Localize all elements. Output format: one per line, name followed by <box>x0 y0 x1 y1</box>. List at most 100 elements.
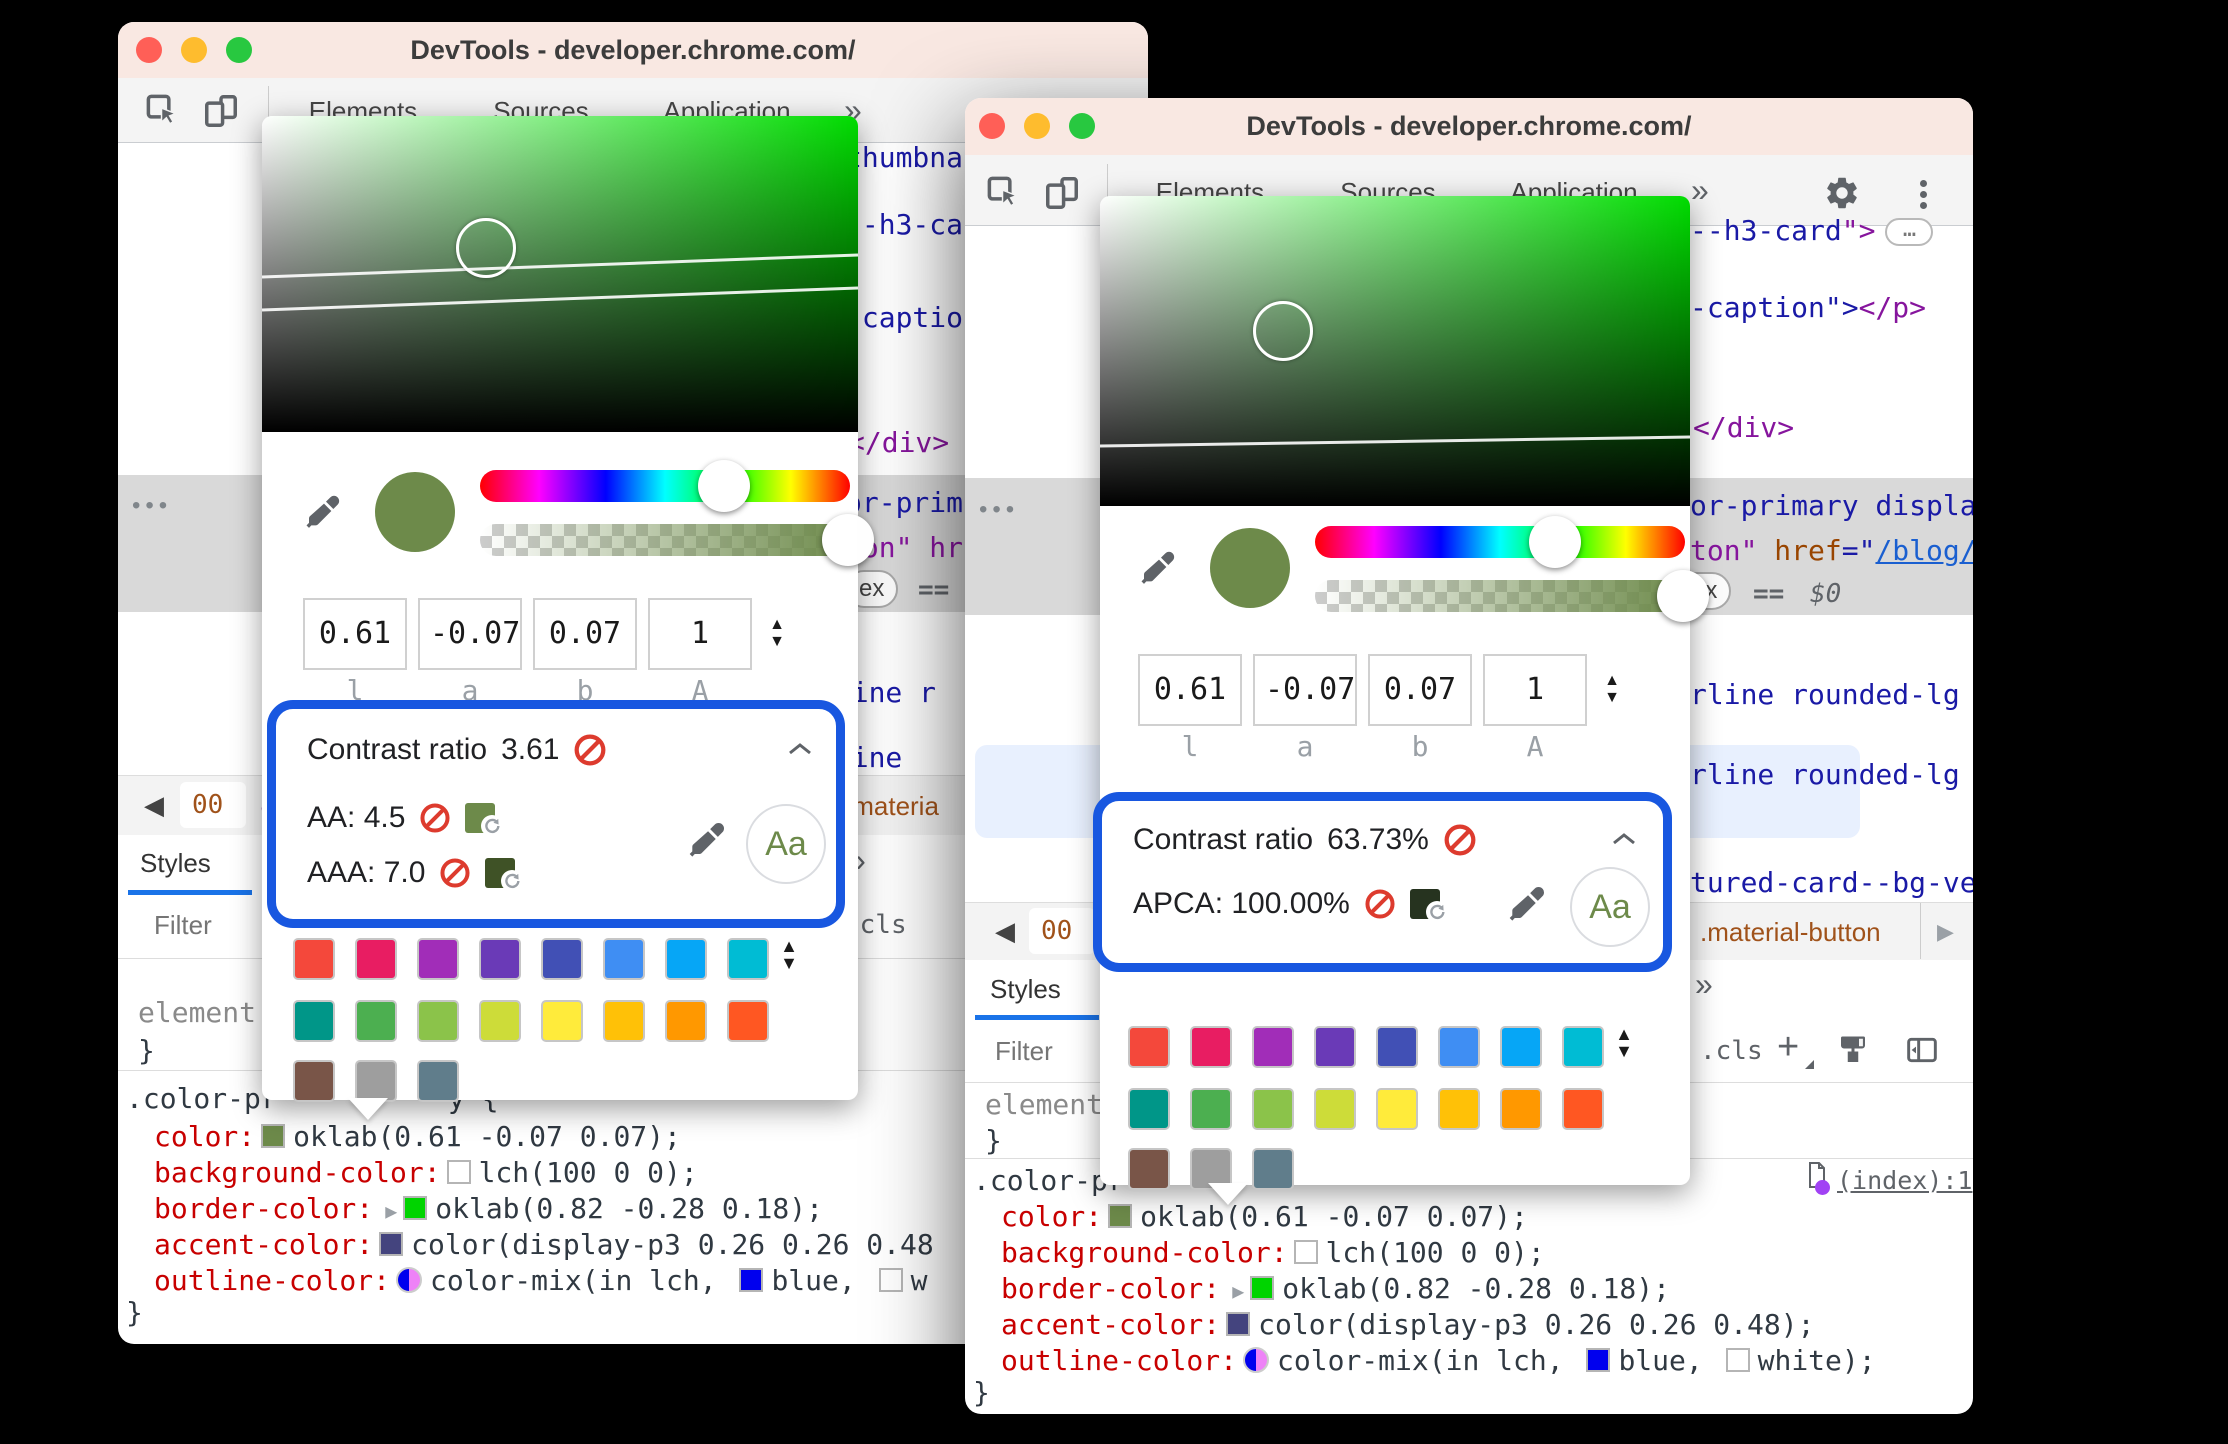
value-input-a[interactable]: -0.07 <box>418 598 522 670</box>
css-property[interactable]: color: <box>1001 1200 1103 1233</box>
css-line-border[interactable]: border-color: ▶ oklab(0.82 -0.28 0.18); <box>154 1192 823 1225</box>
close-window-button[interactable] <box>979 113 1005 139</box>
color-mix-icon[interactable] <box>396 1267 423 1293</box>
color-swatch[interactable] <box>403 1196 428 1220</box>
href-link[interactable]: /blog/i <box>1875 534 1973 567</box>
palette-swatch[interactable] <box>293 938 335 980</box>
source-link[interactable]: (index):1 <box>1837 1166 1973 1195</box>
breadcrumb-item[interactable]: .material-button <box>1700 917 1881 947</box>
tab-styles[interactable]: Styles <box>140 848 211 878</box>
palette-swatch[interactable] <box>355 1000 397 1042</box>
breadcrumb-back-icon[interactable]: ◀ <box>995 916 1015 946</box>
color-swatch[interactable] <box>1293 1240 1318 1264</box>
css-line-outline[interactable]: outline-color: color-mix(in lch, blue, wh… <box>1001 1344 1876 1377</box>
css-value[interactable]: oklab(0.61 -0.07 0.07); <box>293 1120 681 1153</box>
use-suggested-color-apca[interactable] <box>1409 889 1448 923</box>
dom-ellipsis[interactable]: ••• <box>132 492 173 519</box>
collapse-chevron-icon[interactable] <box>786 741 814 757</box>
value-input-l[interactable]: 0.61 <box>303 598 407 670</box>
css-property[interactable]: accent-color: <box>1001 1308 1221 1341</box>
palette-swatch[interactable] <box>479 938 521 980</box>
palette-swatch[interactable] <box>1128 1148 1170 1190</box>
color-spectrum[interactable] <box>1100 196 1690 506</box>
contrast-ratio-row[interactable]: Contrast ratio 3.61 <box>307 733 607 767</box>
css-line-accent[interactable]: accent-color: color(display-p3 0.26 0.26 … <box>1001 1308 1814 1341</box>
palette-swatch[interactable] <box>541 938 583 980</box>
settings-gear-icon[interactable] <box>1823 174 1861 212</box>
filter-input[interactable]: Filter <box>995 1036 1053 1066</box>
css-value[interactable]: lch(100 0 0); <box>478 1156 698 1189</box>
palette-swatch[interactable] <box>1500 1026 1542 1068</box>
palette-swatch[interactable] <box>665 938 707 980</box>
palette-swatch[interactable] <box>479 1000 521 1042</box>
color-swatch[interactable] <box>261 1124 286 1148</box>
kebab-menu-icon[interactable] <box>1913 176 1933 213</box>
color-swatch[interactable] <box>1725 1348 1750 1372</box>
spectrum-cursor[interactable] <box>1253 301 1313 361</box>
css-line-background[interactable]: background-color: lch(100 0 0); <box>1001 1236 1545 1269</box>
color-swatch[interactable] <box>878 1268 903 1292</box>
css-value[interactable]: oklab(0.82 -0.28 0.18); <box>435 1192 823 1225</box>
css-selector[interactable]: .color-pr <box>973 1164 1125 1197</box>
value-input-l[interactable]: 0.61 <box>1138 654 1242 726</box>
dom-line[interactable]: rline rounded-lg w <box>1690 678 1973 711</box>
breadcrumb-chip[interactable] <box>180 782 246 828</box>
palette-swatch[interactable] <box>1314 1026 1356 1068</box>
css-value[interactable]: white); <box>1757 1344 1876 1377</box>
palette-swatch[interactable] <box>1500 1088 1542 1130</box>
current-color-swatch[interactable] <box>375 472 455 552</box>
palette-swatch[interactable] <box>541 1000 583 1042</box>
palette-swatch[interactable] <box>1128 1026 1170 1068</box>
cls-button[interactable]: .cls <box>1700 1036 1763 1066</box>
minimize-window-button[interactable] <box>181 37 207 63</box>
css-property[interactable]: background-color: <box>154 1156 441 1189</box>
palette-swatch[interactable] <box>417 1000 459 1042</box>
palette-swatch[interactable] <box>727 938 769 980</box>
device-toolbar-icon[interactable] <box>202 92 240 130</box>
css-line-outline[interactable]: outline-color: color-mix(in lch, blue, w <box>154 1264 927 1297</box>
refresh-icon[interactable] <box>481 815 504 837</box>
css-property[interactable]: outline-color: <box>1001 1344 1238 1377</box>
breadcrumb-expand-icon[interactable]: ▶ <box>1937 919 1954 944</box>
palette-swatch[interactable] <box>417 938 459 980</box>
css-property[interactable]: accent-color: <box>154 1228 374 1261</box>
alpha-slider-handle[interactable] <box>822 514 874 566</box>
palette-swatch[interactable] <box>1438 1026 1480 1068</box>
css-property[interactable]: color: <box>154 1120 256 1153</box>
hue-slider[interactable] <box>1315 526 1685 558</box>
css-value[interactable]: lch(100 0 0); <box>1325 1236 1545 1269</box>
dom-selected-text[interactable]: ton" href="/blog/i <box>1690 534 1973 567</box>
palette-swatch[interactable] <box>1128 1088 1170 1130</box>
tab-styles[interactable]: Styles <box>990 974 1061 1004</box>
palette-swatch[interactable] <box>603 1000 645 1042</box>
value-input-b[interactable]: 0.07 <box>533 598 637 670</box>
css-line-accent[interactable]: accent-color: color(display-p3 0.26 0.26 … <box>154 1228 934 1261</box>
pick-background-eyedropper-icon[interactable] <box>1506 883 1548 925</box>
color-swatch[interactable] <box>446 1160 471 1184</box>
new-style-rule-button[interactable]: + <box>1777 1026 1800 1068</box>
color-mix-icon[interactable] <box>1243 1347 1270 1373</box>
dom-line[interactable]: thumbna <box>845 141 964 174</box>
css-value[interactable]: color-mix(in lch, <box>430 1264 734 1297</box>
css-value[interactable]: color(display-p3 0.26 0.26 0.48); <box>1258 1308 1815 1341</box>
filter-input[interactable]: Filter <box>154 910 212 940</box>
dom-selected-text[interactable]: or-prim <box>845 486 964 519</box>
breadcrumb-item[interactable]: 00 <box>1041 916 1073 946</box>
css-value[interactable]: color(display-p3 0.26 0.26 0.48 <box>411 1228 934 1261</box>
palette-swatch[interactable] <box>1376 1088 1418 1130</box>
dom-selected-text[interactable]: or-primary display <box>1690 489 1973 522</box>
palette-spinner[interactable]: ▲ ▼ <box>1615 1024 1633 1061</box>
dom-highlighted-text[interactable]: rline rounded-lg w <box>1690 758 1973 791</box>
color-swatch[interactable] <box>379 1232 404 1256</box>
value-input-a[interactable]: -0.07 <box>1253 654 1357 726</box>
contrast-ratio-row[interactable]: Contrast ratio 63.73% <box>1133 823 1477 857</box>
current-color-swatch[interactable] <box>1210 528 1290 608</box>
css-value[interactable]: blue, <box>771 1264 873 1297</box>
palette-swatch[interactable] <box>1562 1026 1604 1068</box>
palette-swatch[interactable] <box>603 938 645 980</box>
zoom-window-button[interactable] <box>226 37 252 63</box>
dom-line[interactable]: -captio <box>845 301 964 334</box>
breadcrumb-item[interactable]: .materia <box>845 791 939 821</box>
css-line-color[interactable]: color: oklab(0.61 -0.07 0.07); <box>1001 1200 1528 1233</box>
dom-expand-pill[interactable]: … <box>1885 218 1934 246</box>
